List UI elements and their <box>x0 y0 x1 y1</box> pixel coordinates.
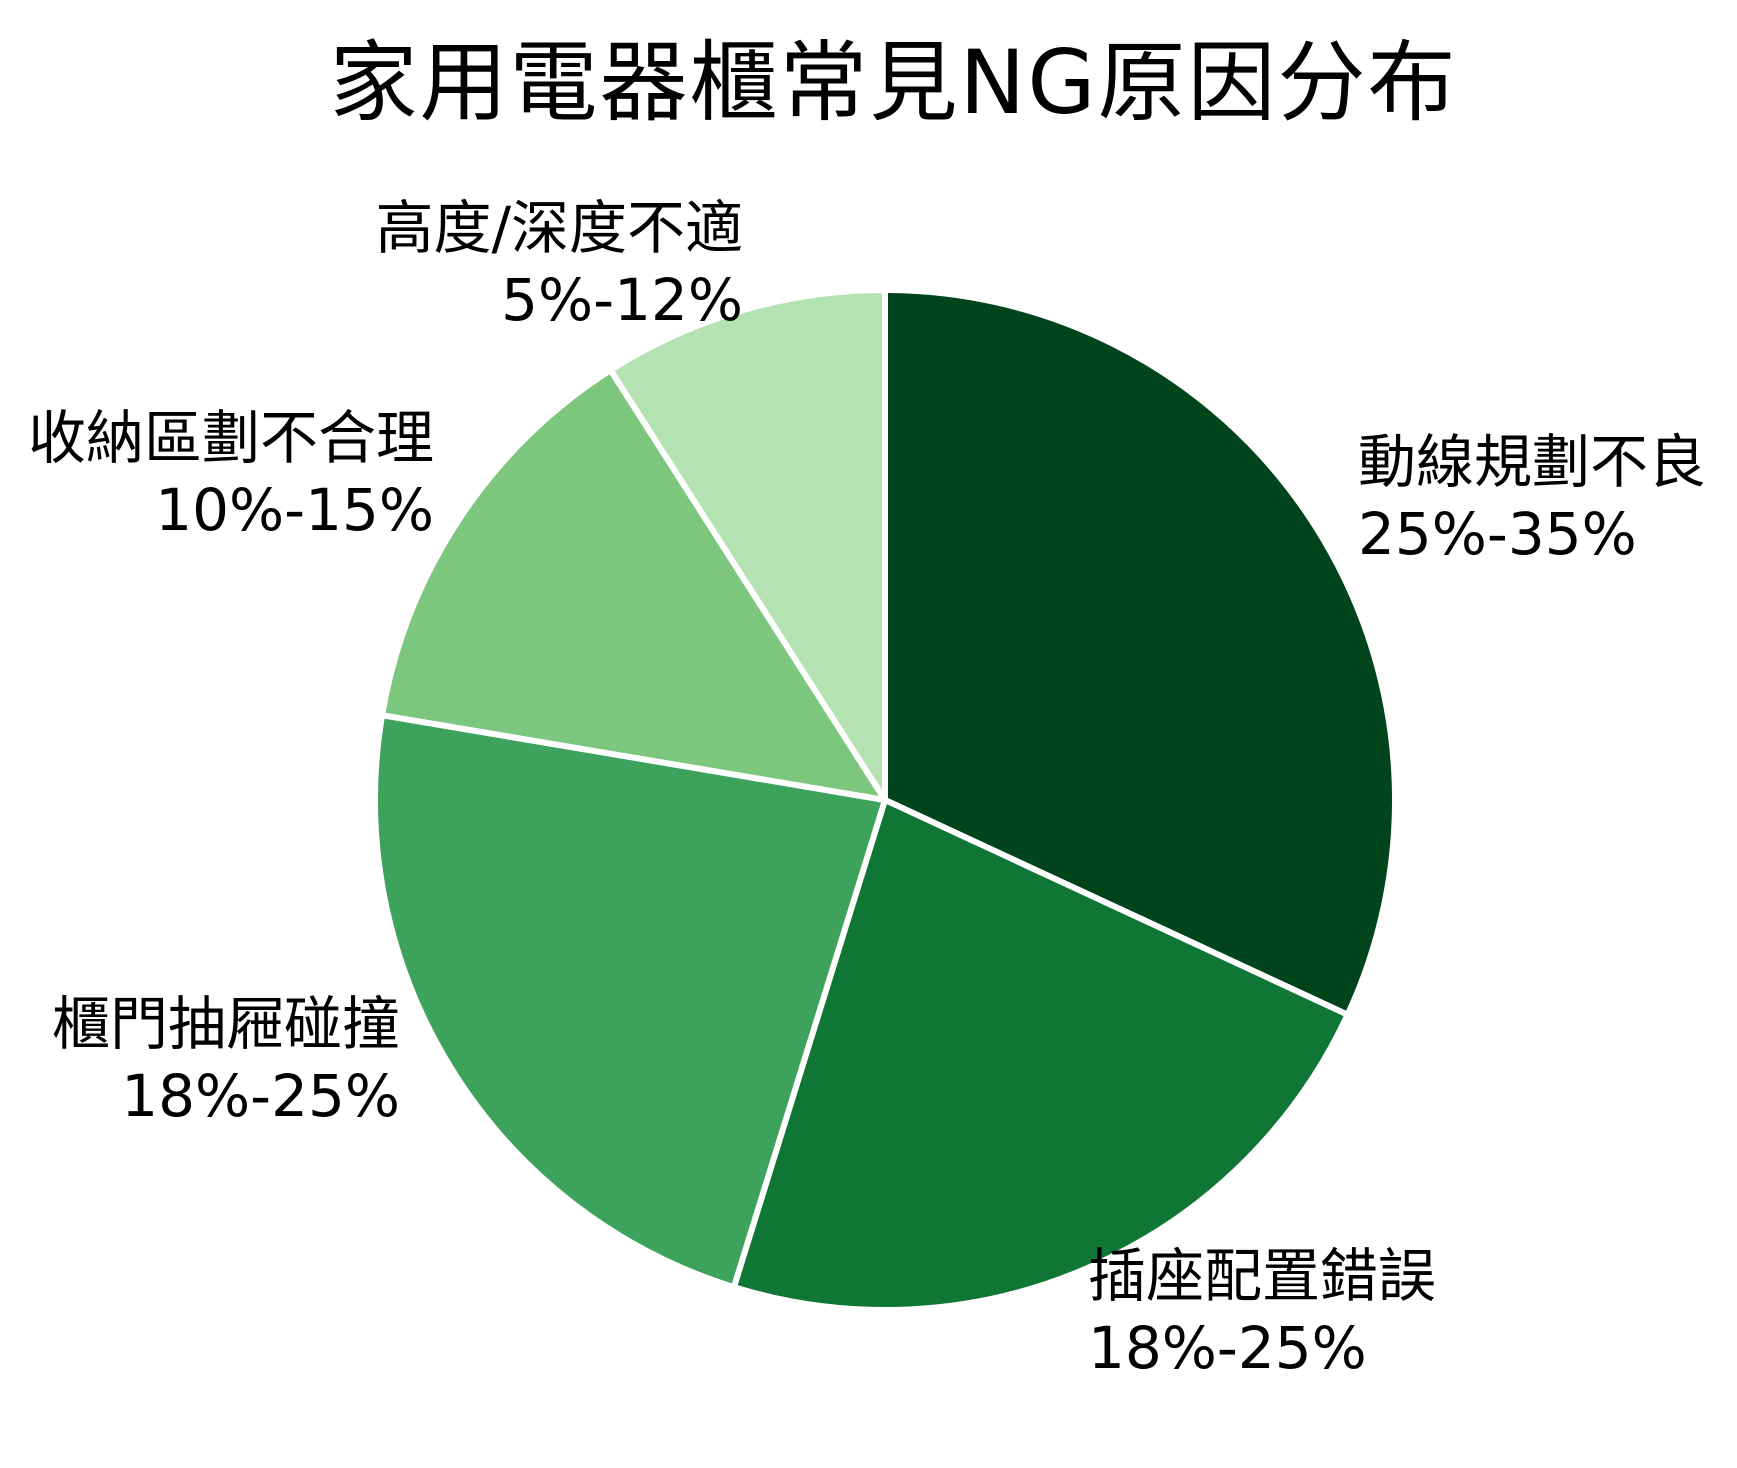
slice-range: 10%-15% <box>155 476 434 544</box>
slice-label-door-drawer-collision: 櫃門抽屜碰撞 18%-25% <box>52 988 400 1132</box>
slice-label-storage-zoning: 收納區劃不合理 10%-15% <box>28 402 434 546</box>
slice-range: 18%-25% <box>1088 1314 1367 1382</box>
slice-name: 插座配置錯誤 <box>1088 1242 1437 1310</box>
slice-name: 櫃門抽屜碰撞 <box>51 990 400 1058</box>
chart-title: 家用電器櫃常見NG原因分布 <box>329 31 1458 134</box>
pie-slice-3 <box>379 367 888 803</box>
slice-name: 動線規劃不良 <box>1358 428 1707 496</box>
slice-label-socket-placement: 插座配置錯誤 18%-25% <box>1088 1240 1436 1384</box>
pie-slice-1 <box>730 797 1351 1313</box>
pie-slice-4 <box>607 287 888 803</box>
slice-range: 5%-12% <box>501 266 743 334</box>
slice-name: 收納區劃不合理 <box>27 404 434 472</box>
pie-slice-2 <box>372 712 888 1291</box>
slice-name: 高度/深度不適 <box>375 194 743 262</box>
slice-label-circulation-planning: 動線規劃不良 25%-35% <box>1358 426 1706 570</box>
pie-slice-0 <box>882 287 1399 1018</box>
slice-label-height-depth-misfit: 高度/深度不適 5%-12% <box>375 192 743 336</box>
slice-range: 25%-35% <box>1358 500 1637 568</box>
slice-range: 18%-25% <box>121 1062 400 1130</box>
